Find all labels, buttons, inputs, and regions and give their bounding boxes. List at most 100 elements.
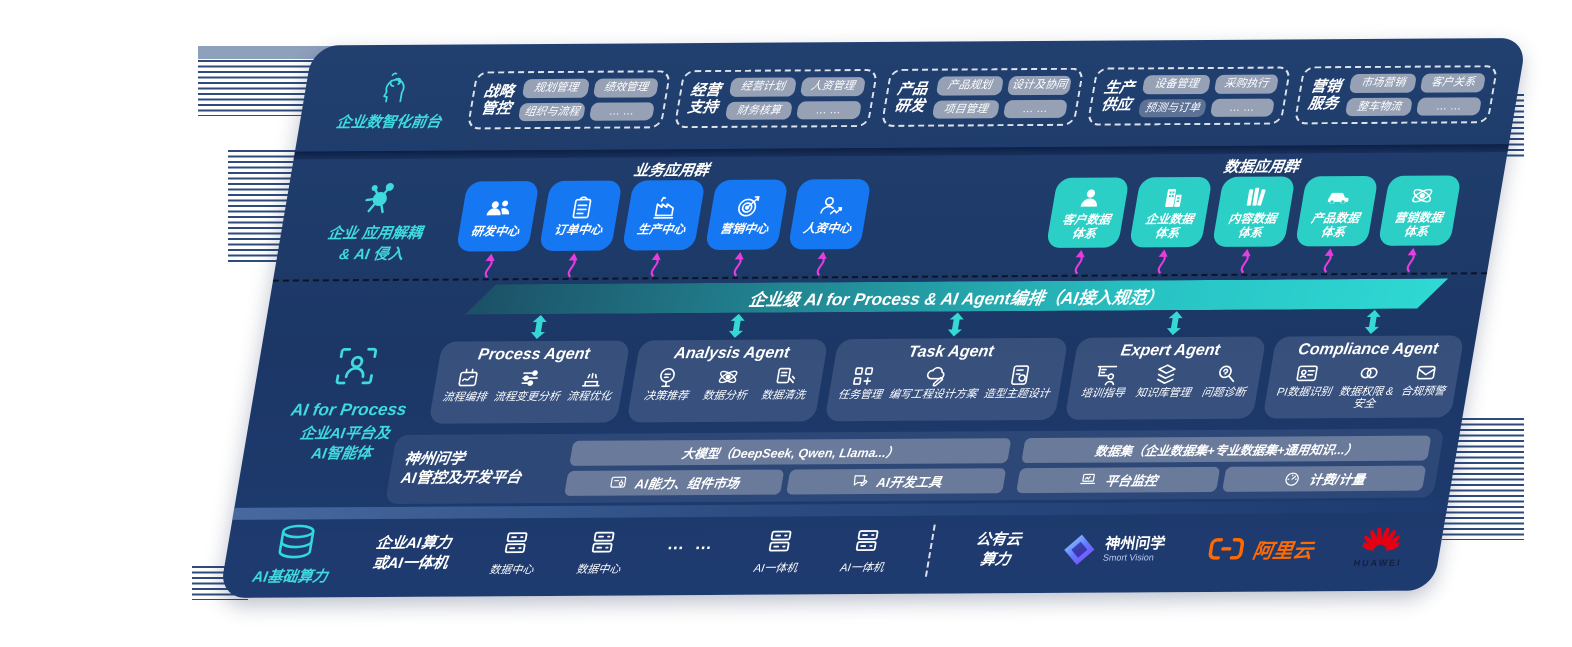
node-label: 数据中心 — [488, 564, 535, 577]
workflow-orchestration-icon — [458, 368, 478, 387]
agent-items: PI数据识别 数据权限 & 安全 合规预警 — [1272, 360, 1452, 411]
marketing-target-icon — [738, 195, 760, 217]
datacenter-node: 数据中心 — [488, 529, 540, 577]
enterprise-compute-label: 企业AI算力 或AI一体机 — [371, 534, 453, 573]
pill: 绩效管理 — [593, 77, 659, 98]
box-label: 人资中心 — [802, 220, 853, 236]
data-cleaning-icon — [776, 367, 796, 384]
agent-items: 培训指导 知识库管理 问题诊断 — [1076, 362, 1254, 400]
front-office-label: 企业数智化前台 — [308, 69, 477, 132]
group-marketing-service: 营销 服务 市场营销 客户关系 整车物流 … … — [1293, 64, 1499, 125]
tool-row: 平台监控 计费/计量 — [1016, 465, 1427, 493]
analysis-agent-box: Analysis Agent 决策推荐 数据分析 — [626, 313, 829, 423]
training-guidance-icon — [1097, 365, 1118, 386]
agent-item: 造型主题设计 — [983, 363, 1055, 401]
data-permission-security-icon — [1360, 367, 1378, 379]
pill: 设备管理 — [1142, 74, 1211, 94]
agent-item-label: 流程编排 — [441, 391, 488, 404]
pill: 组织与流程 — [517, 102, 587, 122]
ai-for-process-cn: 企业AI平台及 AI智能体 — [298, 424, 392, 462]
ai-for-process-label: AI for Process 企业AI平台及 AI智能体 — [264, 345, 436, 464]
ai-for-process-en: AI for Process — [289, 399, 409, 420]
llm-bar: 大模型（DeepSeek, Qwen, Llama...） — [569, 437, 1012, 466]
magenta-flow-arrow — [1157, 249, 1168, 275]
box-cell: 人资中心 — [783, 179, 872, 278]
box-cell: 营销中心 — [700, 179, 789, 279]
pill: 采购执行 — [1213, 74, 1280, 94]
pill: 经营计划 — [728, 77, 798, 97]
agent-item-label: 任务管理 — [836, 388, 883, 402]
ai-appliance-node: AI一体机 — [839, 527, 891, 575]
ai-platform-layer: 企业级 AI for Process & AI Agent编排（AI接入规范） … — [234, 272, 1488, 508]
agent-item: 知识库管理 — [1135, 362, 1196, 400]
pill: 规划管理 — [521, 78, 591, 98]
smartvision-cn: 神州问学 — [1103, 534, 1167, 553]
marketing-center-box: 营销中心 — [704, 179, 789, 251]
group-name: 生产 供应 — [1099, 79, 1136, 114]
agent-item: 流程编排 — [441, 366, 491, 404]
agent-item-label: 造型主题设计 — [982, 387, 1051, 401]
server-rack-icon — [855, 530, 878, 551]
pill: … … — [1002, 99, 1069, 119]
infra-title: AI基础算力 — [251, 567, 330, 586]
box-cell: 营销数据 体系 — [1373, 175, 1462, 274]
metering-pill: 计费/计量 — [1222, 465, 1427, 492]
pill: 客户关系 — [1420, 72, 1487, 93]
architecture-panel: 企业数智化前台 战略 管控 规划管理 绩效管理 组织与流程 … … 经营 支持 … — [219, 37, 1527, 599]
customer-data-box: 客户数据 体系 — [1045, 177, 1130, 248]
box-cell: 客户数据 体系 — [1041, 177, 1130, 276]
group-pills: 市场营销 客户关系 整车物流 … … — [1345, 72, 1487, 117]
monitor-icon — [1080, 473, 1096, 485]
task-management-icon — [853, 367, 874, 385]
server-rack-icon — [504, 532, 528, 554]
group-name: 营销 服务 — [1306, 77, 1343, 113]
agent-item-label: 合规预警 — [1400, 385, 1447, 398]
aliyun-logo: 阿里云 — [1205, 534, 1316, 564]
huawei-logo: HUAWEI — [1353, 527, 1408, 568]
app-decoupling-layer: 企业 应用解耦 & AI 侵入 业务应用群 研发中心 — [273, 152, 1507, 280]
enterprise-data-box: 企业数据 体系 — [1128, 176, 1213, 248]
magenta-flow-arrow — [1240, 248, 1251, 274]
agent-item-label: 问题诊断 — [1200, 386, 1247, 400]
task-agent-box: Task Agent 任务管理 编写工程设计方案 — [824, 312, 1069, 421]
box-cell: 企业数据 体系 — [1124, 176, 1213, 276]
agent-items: 任务管理 编写工程设计方案 造型主题设计 — [835, 363, 1056, 402]
magenta-flow-arrow — [567, 253, 578, 278]
magenta-flow-arrow — [484, 253, 495, 279]
group-name: 战略 管控 — [479, 82, 516, 118]
agent-title: Task Agent — [907, 343, 996, 361]
pi-data-recognition-icon — [1296, 365, 1319, 382]
pill: 财务核算 — [724, 100, 793, 121]
smartvision-logo: 神州问学 Smort Vision — [1059, 532, 1167, 567]
dev-tools-icon — [853, 475, 868, 487]
group-name: 经营 支持 — [686, 81, 723, 117]
metering-gauge-icon — [1285, 472, 1300, 486]
order-clipboard-icon — [572, 196, 592, 219]
tool-label: 平台监控 — [1103, 472, 1159, 489]
scan-person-icon — [335, 347, 378, 385]
tool-label: AI开发工具 — [875, 474, 944, 490]
expert-agent-box: Expert Agent 培训指导 知识库管理 — [1064, 311, 1267, 420]
app-decoupling-label: 企业 应用解耦 & AI 侵入 — [283, 160, 471, 279]
datacenter-node: 数据中心 — [575, 529, 627, 577]
magenta-flow-arrow — [1406, 247, 1417, 273]
agent-item: 任务管理 — [837, 364, 887, 402]
agent-item-label: 知识库管理 — [1134, 387, 1192, 400]
agent-title: Process Agent — [476, 345, 592, 364]
pill: 项目管理 — [931, 99, 1000, 119]
agent-item: 流程变更分析 — [493, 366, 565, 404]
agent-item: 流程优化 — [566, 366, 616, 404]
box-label: 内容数据 体系 — [1227, 211, 1278, 240]
agent-item-label: 流程变更分析 — [492, 390, 561, 404]
app-decoupling-title: 企业 应用解耦 & AI 侵入 — [326, 224, 424, 263]
public-cloud-label: 公有云 算力 — [974, 530, 1023, 569]
huawei-flower-icon — [1360, 527, 1402, 551]
pill: … … — [795, 100, 862, 120]
pill: … … — [1416, 96, 1482, 117]
box-label: 生产中心 — [636, 221, 687, 237]
component-market-pill: AI能力、组件市场 — [564, 469, 785, 496]
box-cell: 订单中心 — [534, 180, 623, 280]
pill: 设计及协同 — [1006, 75, 1073, 95]
magenta-flow-arrow — [733, 252, 744, 277]
server-rack-icon — [591, 531, 615, 553]
